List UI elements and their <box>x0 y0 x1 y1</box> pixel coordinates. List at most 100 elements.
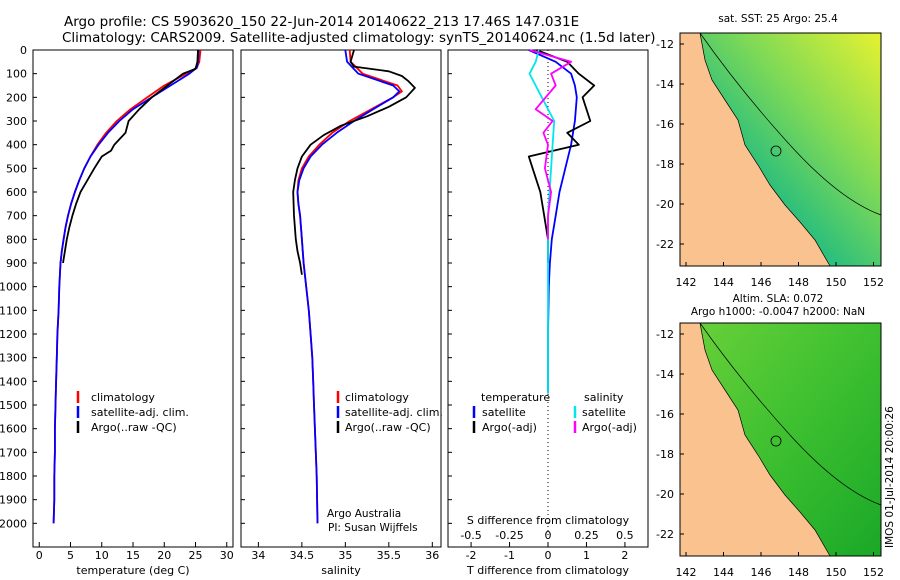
depth-tick-label: 300 <box>6 115 27 128</box>
x2-tick-label: -0.5 <box>460 529 481 542</box>
lon-tick-label: 148 <box>788 276 809 289</box>
legend-s-satellite-label: satellite <box>582 406 626 419</box>
x-tick-label: -1 <box>504 549 515 562</box>
temperature-xlabel: temperature (deg C) <box>76 564 189 577</box>
x-tick-label: 36 <box>425 549 439 562</box>
sst-land <box>679 32 831 267</box>
depth-tick-label: 100 <box>6 68 27 81</box>
x-tick-label: 1 <box>583 549 590 562</box>
series-line-temperature-argo <box>527 49 596 263</box>
lon-tick-label: 150 <box>826 276 847 289</box>
series-line-salinity-satellite <box>528 49 556 394</box>
salinity-legend: climatology satellite-adj. clim. Argo(..… <box>336 391 443 434</box>
sla-map-title-2: Argo h1000: -0.0047 h2000: NaN <box>691 306 865 318</box>
depth-tick-label: 1900 <box>0 494 27 507</box>
series-line-satellite <box>296 49 401 524</box>
lat-tick-label: -18 <box>656 158 674 171</box>
lat-tick-label: -20 <box>656 488 674 501</box>
x-tick-label: 35 <box>338 549 352 562</box>
legend-salinity-title: salinity <box>584 391 624 404</box>
series-line-argo <box>292 49 416 275</box>
salinity-panel: 34 34.5 35 35.5 36 salinity climatology sate… <box>240 49 443 577</box>
series-line-salinity-argo <box>529 49 572 240</box>
salinity-frame <box>240 49 442 548</box>
sla-map: Altim. SLA: 0.072 Argo h1000: -0.0047 h2… <box>656 293 884 579</box>
argo-australia-label: Argo Australia <box>327 508 401 520</box>
t-difference-label: T difference from climatology <box>466 564 629 577</box>
temperature-panel: 0100200300400500600700800900100011001200… <box>0 44 452 577</box>
lat-tick-label: -12 <box>656 38 674 51</box>
sst-map: sat. SST: 25 Argo: 25.4 -12 -14 -16 -18 -20 -… <box>656 13 884 289</box>
timestamp: IMOS 01-Jul-2014 20:00:26 <box>884 406 896 548</box>
lat-tick-label: -12 <box>656 328 674 341</box>
depth-tick-label: 500 <box>6 162 27 175</box>
x2-tick-label: 0.5 <box>616 529 634 542</box>
series-line-argo <box>62 49 199 264</box>
pi-label: PI: Susan Wijffels <box>328 522 418 534</box>
depth-tick-label: 2000 <box>0 517 27 530</box>
x2-tick-label: -0.25 <box>495 529 523 542</box>
x-tick-label: 10 <box>95 549 109 562</box>
legend-satellite-label: satellite-adj. clim. <box>91 406 189 419</box>
legend-climatology-label: climatology <box>345 391 409 404</box>
depth-tick-label: 700 <box>6 210 27 223</box>
legend-argo-label: Argo(..raw -QC) <box>345 421 431 434</box>
legend-climatology-label: climatology <box>91 391 155 404</box>
lon-tick-label: 142 <box>676 566 697 579</box>
lon-tick-label: 144 <box>713 276 734 289</box>
lon-tick-label: 142 <box>676 276 697 289</box>
x-tick-label: 15 <box>126 549 140 562</box>
lat-tick-label: -22 <box>656 238 674 251</box>
series-line-satellite <box>52 49 200 524</box>
legend-satellite-label: satellite-adj. clim. <box>345 406 443 419</box>
x-tick-label: 2 <box>621 549 628 562</box>
depth-tick-label: 1200 <box>0 328 27 341</box>
depth-tick-label: 200 <box>6 91 27 104</box>
lat-tick-label: -14 <box>656 368 674 381</box>
difference-panel: -2 -1 0 1 2 -0.5 -0.25 0 0.25 0.5 S difference f… <box>447 49 649 577</box>
x-tick-label: 25 <box>189 549 203 562</box>
temperature-legend: climatology satellite-adj. clim. Argo(..… <box>76 391 189 434</box>
depth-tick-label: 1000 <box>0 281 27 294</box>
difference-legend: temperature salinity satellite Argo(-adj… <box>472 391 637 434</box>
x-tick-label: 30 <box>220 549 234 562</box>
legend-argo-label: Argo(..raw -QC) <box>91 421 177 434</box>
lat-tick-label: -18 <box>656 448 674 461</box>
lon-tick-label: 146 <box>751 276 772 289</box>
series-line-climatology <box>296 49 403 524</box>
s-difference-label: S difference from climatology <box>467 514 630 527</box>
sst-map-title: sat. SST: 25 Argo: 25.4 <box>718 13 838 25</box>
x-tick-label: 20 <box>157 549 171 562</box>
x-tick-label: 35.5 <box>377 549 402 562</box>
x-tick-label: 0 <box>545 549 552 562</box>
sla-map-frame <box>679 322 882 557</box>
salinity-xlabel: salinity <box>321 564 361 577</box>
lat-tick-label: -22 <box>656 528 674 541</box>
sla-isobath <box>699 322 882 506</box>
x-tick-label: -2 <box>466 549 477 562</box>
argo-location-marker <box>770 435 782 447</box>
legend-t-argo-label: Argo(-adj) <box>482 421 537 434</box>
depth-tick-label: 1400 <box>0 375 27 388</box>
depth-tick-label: 800 <box>6 233 27 246</box>
lon-tick-label: 152 <box>863 566 884 579</box>
x2-tick-label: 0.25 <box>574 529 599 542</box>
sst-map-frame <box>679 32 882 267</box>
argo-location-marker <box>770 145 782 157</box>
sla-land <box>679 322 831 557</box>
depth-tick-label: 900 <box>6 257 27 270</box>
depth-tick-label: 1800 <box>0 470 27 483</box>
x2-tick-label: 0 <box>545 529 552 542</box>
series-line-temperature-satellite <box>528 49 578 394</box>
lat-tick-label: -16 <box>656 408 674 421</box>
lat-tick-label: -14 <box>656 78 674 91</box>
depth-tick-label: 400 <box>6 139 27 152</box>
legend-t-satellite-label: satellite <box>482 406 526 419</box>
depth-tick-label: 1600 <box>0 423 27 436</box>
lon-tick-label: 144 <box>713 566 734 579</box>
depth-tick-label: 600 <box>6 186 27 199</box>
sla-map-title-1: Altim. SLA: 0.072 <box>733 293 824 305</box>
x-tick-label: 5 <box>67 549 74 562</box>
lon-tick-label: 150 <box>826 566 847 579</box>
